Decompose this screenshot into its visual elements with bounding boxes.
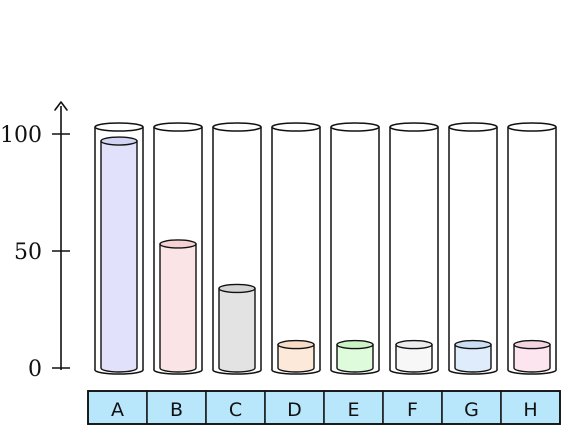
- category-band-border: [87, 390, 561, 425]
- y-tick-label: 0: [28, 357, 42, 382]
- bar-F: [395, 343, 433, 373]
- cylinder-A: [94, 122, 144, 375]
- cylinder-F: [389, 122, 439, 375]
- tube-body: [508, 127, 556, 370]
- bar-top: [395, 339, 433, 350]
- category-label: D: [287, 399, 302, 421]
- cylinder-C: [212, 122, 262, 375]
- y-axis: [54, 101, 68, 370]
- bar-top: [100, 136, 138, 146]
- category-label: H: [523, 399, 537, 421]
- tube-body: [272, 127, 320, 370]
- cylinder-B: [153, 122, 203, 375]
- bar-A: [100, 140, 138, 373]
- bar-E: [336, 343, 374, 373]
- tube-rim: [448, 122, 498, 132]
- y-tick-label: 100: [0, 123, 42, 148]
- cylinder-E: [330, 122, 380, 375]
- bar-C: [218, 287, 256, 373]
- tube-body: [449, 127, 497, 370]
- bar-top: [218, 283, 256, 294]
- category-label: G: [464, 399, 479, 421]
- category-labels: A B C D E F G H: [87, 390, 561, 425]
- category-label: A: [111, 399, 124, 421]
- category-cell: [205, 390, 266, 425]
- tube-body: [390, 127, 438, 370]
- tube-rim: [153, 122, 203, 132]
- cylinder-D: [271, 122, 321, 375]
- bar-top: [277, 339, 315, 350]
- bar-G: [454, 343, 492, 373]
- category-label: B: [170, 399, 183, 421]
- bar-top: [159, 239, 197, 249]
- category-label: F: [407, 399, 418, 421]
- tube-rim: [94, 122, 144, 132]
- tube-body: [331, 127, 379, 370]
- y-ticks: 0 50 100: [0, 123, 70, 382]
- bar-top: [513, 339, 551, 350]
- category-label: C: [229, 399, 242, 421]
- tube-rim: [330, 122, 380, 132]
- category-cell: [146, 390, 207, 425]
- bar-B: [159, 243, 197, 373]
- category-label: E: [347, 399, 359, 421]
- tube-rim: [389, 122, 439, 132]
- bar-top: [454, 339, 492, 350]
- cylinder-H: [507, 122, 557, 375]
- y-tick-label: 50: [14, 240, 42, 265]
- bar-D: [277, 343, 315, 373]
- bar-H: [513, 343, 551, 373]
- y-axis-arrow-icon: [54, 101, 68, 111]
- bar-top: [336, 339, 374, 350]
- cylinder-G: [448, 122, 498, 375]
- category-cell: [382, 390, 443, 425]
- tube-rim: [271, 122, 321, 132]
- tube-rim: [507, 122, 557, 132]
- cylinder-bars: [94, 122, 557, 375]
- tube-rim: [212, 122, 262, 132]
